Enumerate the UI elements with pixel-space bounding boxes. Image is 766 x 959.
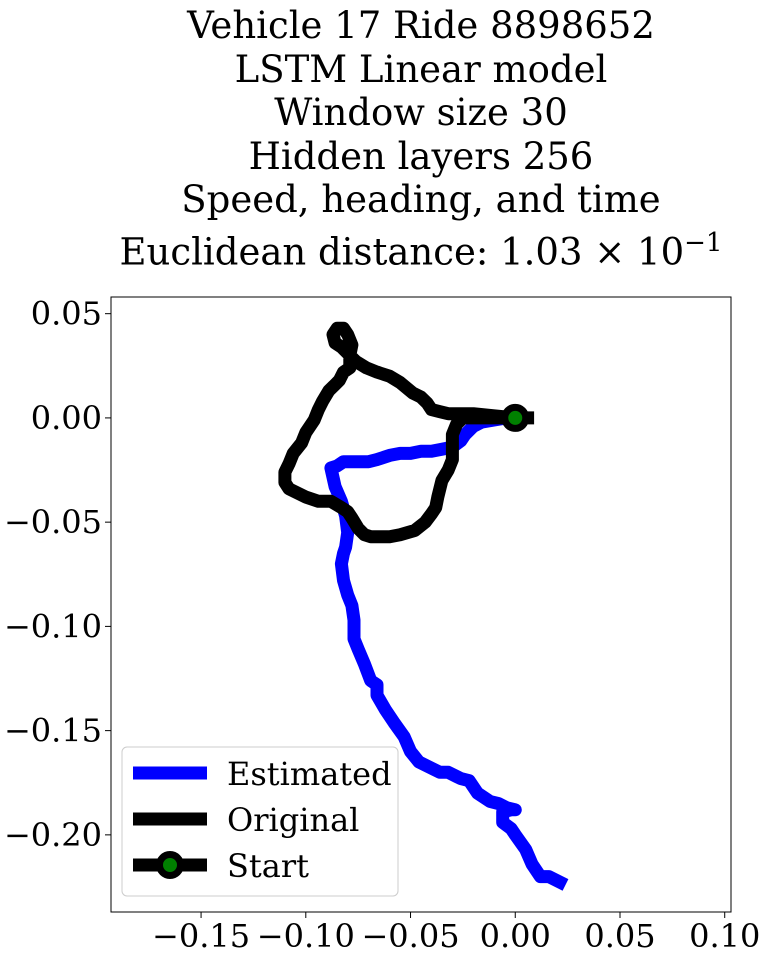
y-tick-label: 0.00: [31, 399, 102, 437]
y-tick-label: −0.10: [4, 607, 102, 645]
x-axis-ticks: −0.15 −0.10 −0.05 0.00 0.05 0.10: [152, 912, 760, 955]
legend-label-original: Original: [227, 801, 359, 839]
legend-start-marker: [160, 855, 181, 876]
x-tick-label: 0.00: [480, 917, 551, 955]
series-line-original: [285, 328, 534, 536]
x-tick-label: −0.10: [257, 917, 355, 955]
x-tick-label: −0.05: [361, 917, 459, 955]
y-tick-label: −0.20: [4, 816, 102, 854]
legend-label-estimated: Estimated: [227, 755, 392, 793]
x-tick-label: 0.10: [689, 917, 760, 955]
legend: Estimated Original Start: [122, 747, 398, 896]
legend-label-start: Start: [227, 847, 309, 885]
y-tick-label: 0.05: [31, 295, 102, 333]
x-tick-label: −0.15: [152, 917, 250, 955]
y-tick-label: −0.05: [4, 503, 102, 541]
y-axis-ticks: 0.05 0.00 −0.05 −0.10 −0.15 −0.20: [4, 295, 111, 854]
y-tick-label: −0.15: [4, 712, 102, 750]
start-marker: [505, 407, 526, 428]
x-tick-label: 0.05: [584, 917, 655, 955]
